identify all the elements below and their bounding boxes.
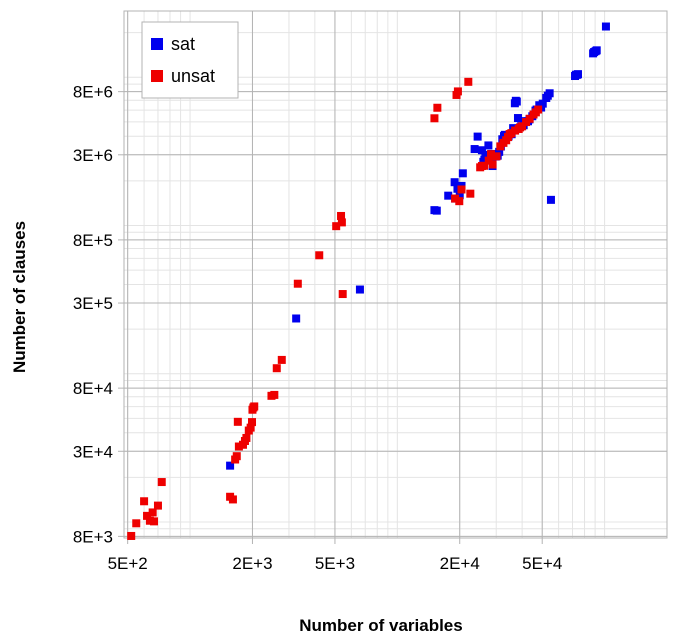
legend-swatch-sat bbox=[151, 38, 163, 50]
data-point-sat bbox=[477, 146, 486, 155]
data-point-unsat bbox=[518, 122, 527, 131]
x-tick-label: 5E+4 bbox=[522, 554, 562, 573]
y-tick-label: 8E+5 bbox=[73, 231, 113, 250]
data-point-unsat bbox=[246, 423, 255, 432]
data-point-unsat bbox=[451, 194, 460, 203]
data-point-unsat bbox=[466, 189, 475, 198]
plot-frame bbox=[123, 10, 668, 539]
y-tick-label: 3E+4 bbox=[73, 442, 113, 461]
data-point-unsat bbox=[242, 433, 251, 442]
x-tick-label: 5E+3 bbox=[315, 554, 355, 573]
data-point-unsat bbox=[480, 161, 489, 170]
data-point-sat bbox=[470, 145, 479, 154]
data-point-sat bbox=[512, 97, 521, 106]
legend: sat unsat bbox=[141, 21, 239, 99]
x-tick-label: 5E+2 bbox=[108, 554, 148, 573]
y-tick-label: 3E+5 bbox=[73, 294, 113, 313]
data-point-unsat bbox=[272, 364, 281, 373]
legend-swatch-unsat bbox=[151, 70, 163, 82]
data-point-unsat bbox=[145, 516, 154, 525]
data-point-unsat bbox=[332, 222, 341, 231]
data-point-sat bbox=[538, 99, 547, 108]
data-point-unsat bbox=[148, 508, 157, 517]
data-point-sat bbox=[355, 285, 364, 294]
data-point-sat bbox=[601, 22, 610, 31]
data-points bbox=[127, 22, 610, 540]
data-point-unsat bbox=[453, 87, 462, 96]
data-point-unsat bbox=[140, 497, 149, 506]
data-point-unsat bbox=[157, 478, 166, 487]
data-point-unsat bbox=[234, 442, 243, 451]
data-point-sat bbox=[444, 191, 453, 200]
data-point-unsat bbox=[337, 211, 346, 220]
x-axis-title: Number of variables bbox=[299, 616, 462, 634]
data-point-unsat bbox=[486, 150, 495, 159]
y-tick-label: 8E+6 bbox=[73, 83, 113, 102]
data-point-unsat bbox=[430, 114, 439, 123]
data-point-sat bbox=[481, 150, 490, 159]
data-point-unsat bbox=[488, 160, 497, 169]
data-point-unsat bbox=[464, 77, 473, 86]
data-point-unsat bbox=[492, 152, 501, 161]
data-point-unsat bbox=[433, 103, 442, 112]
legend-label-unsat: unsat bbox=[171, 66, 215, 86]
data-point-sat bbox=[458, 169, 467, 178]
x-tick-label: 2E+4 bbox=[440, 554, 480, 573]
data-point-sat bbox=[495, 147, 504, 156]
data-point-sat bbox=[450, 178, 459, 187]
data-point-unsat bbox=[315, 251, 324, 260]
plot-area bbox=[124, 11, 667, 538]
data-point-sat bbox=[573, 70, 582, 79]
legend-label-sat: sat bbox=[171, 34, 195, 54]
data-point-unsat bbox=[233, 417, 242, 426]
y-tick-label: 8E+4 bbox=[73, 379, 113, 398]
data-point-unsat bbox=[525, 114, 534, 123]
data-point-sat bbox=[473, 132, 482, 141]
data-point-unsat bbox=[248, 418, 257, 427]
data-point-unsat bbox=[293, 279, 302, 288]
y-tick-label: 3E+6 bbox=[73, 146, 113, 165]
data-point-sat bbox=[432, 206, 441, 215]
data-point-sat bbox=[292, 314, 301, 323]
legend-box bbox=[141, 21, 239, 99]
y-axis-title: Number of clauses bbox=[10, 221, 29, 373]
data-point-unsat bbox=[153, 501, 162, 510]
data-point-unsat bbox=[534, 105, 543, 114]
y-tick-label: 8E+3 bbox=[73, 527, 113, 546]
data-point-sat bbox=[480, 155, 489, 164]
data-point-unsat bbox=[228, 495, 237, 504]
data-point-sat bbox=[546, 195, 555, 204]
x-tick-label: 2E+3 bbox=[232, 554, 272, 573]
data-point-sat bbox=[592, 46, 601, 55]
data-point-sat bbox=[484, 141, 493, 150]
data-point-unsat bbox=[455, 197, 464, 206]
x-tick-labels: 5E+2 2E+3 5E+3 2E+4 5E+4 bbox=[108, 554, 563, 573]
data-point-unsat bbox=[127, 531, 136, 540]
data-point-unsat bbox=[250, 402, 259, 411]
data-point-unsat bbox=[150, 517, 159, 526]
data-point-unsat bbox=[338, 290, 347, 299]
data-point-sat bbox=[455, 191, 464, 200]
data-point-unsat bbox=[270, 390, 279, 399]
data-point-sat bbox=[513, 114, 522, 123]
data-point-unsat bbox=[457, 185, 466, 194]
data-point-unsat bbox=[232, 452, 241, 461]
data-point-unsat bbox=[132, 519, 141, 528]
data-point-unsat bbox=[277, 355, 286, 364]
data-point-sat bbox=[226, 461, 235, 470]
data-point-unsat bbox=[143, 511, 152, 520]
data-point-sat bbox=[545, 89, 554, 98]
data-point-unsat bbox=[337, 218, 346, 227]
y-tick-labels: 8E+3 3E+4 8E+4 3E+5 8E+5 3E+6 8E+6 bbox=[73, 83, 113, 547]
